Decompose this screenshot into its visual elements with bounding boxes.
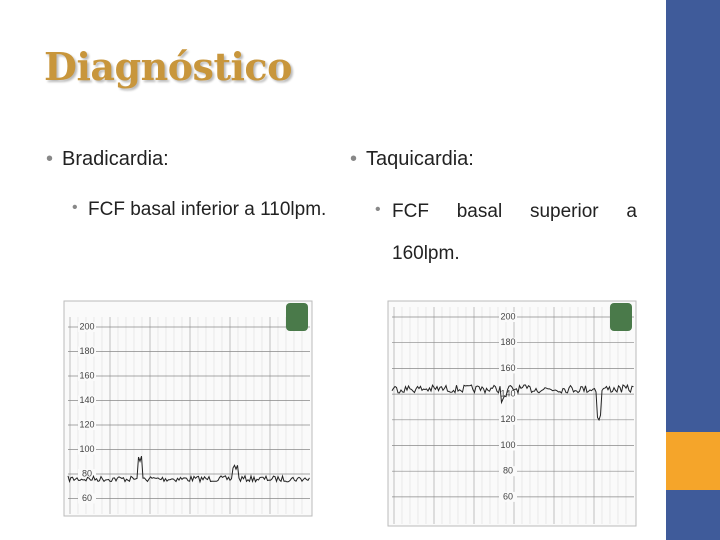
trace-label: 140 (500, 388, 515, 398)
label-bg (499, 414, 517, 425)
label-bg (78, 420, 96, 430)
trace-label: 180 (500, 337, 515, 347)
ctg-strip: 200 180 160 140 120 100 80 60 (63, 300, 313, 517)
label-bg (78, 444, 96, 455)
bullet-heading: Taquicardia: (350, 148, 474, 171)
bullet-dot: • (375, 201, 381, 218)
trace-label: 160 (500, 363, 515, 373)
trace-label: 120 (79, 419, 94, 429)
side-accent (666, 432, 720, 490)
trace-label: 80 (82, 468, 92, 478)
trace-label: 100 (79, 444, 94, 454)
heart-rate-trace (67, 456, 310, 484)
trace-label: 180 (79, 346, 94, 356)
label-bg (78, 493, 96, 504)
slide-title: Diagnóstico (44, 44, 292, 89)
trace-label: 80 (503, 466, 513, 476)
bullet-dot: • (72, 199, 78, 216)
trace-label: 120 (500, 414, 515, 424)
logo (286, 303, 308, 331)
trace-label: 160 (79, 370, 94, 380)
label-bg (78, 346, 96, 357)
trace-label: 60 (82, 493, 92, 503)
label-bg (499, 466, 517, 477)
paper (63, 300, 313, 517)
bullet-heading: Bradicardia: (46, 148, 169, 171)
bullet-item: FCF basal inferior a 110lpm. (88, 199, 327, 220)
label-bg (78, 395, 96, 406)
label-bg (499, 389, 517, 400)
trace-label: 60 (503, 491, 513, 501)
label-bg (499, 491, 517, 502)
label-bg (499, 337, 517, 348)
label-bg (78, 322, 96, 332)
label-bg (78, 469, 96, 479)
trace-label: 200 (79, 321, 94, 331)
ctg-strip: 200 180 160 140 120 100 80 60 (387, 300, 637, 527)
trace-label: 140 (79, 395, 94, 405)
label-bg (499, 363, 517, 374)
label-bg (78, 371, 96, 381)
trace-label: 100 (500, 440, 515, 450)
trace-label: 200 (500, 311, 515, 321)
bullet-item: FCF basal superior a 160lpm. (392, 201, 637, 264)
heart-rate-trace (391, 383, 634, 422)
label-bg (499, 312, 517, 322)
logo (610, 303, 632, 331)
label-bg (499, 440, 517, 451)
